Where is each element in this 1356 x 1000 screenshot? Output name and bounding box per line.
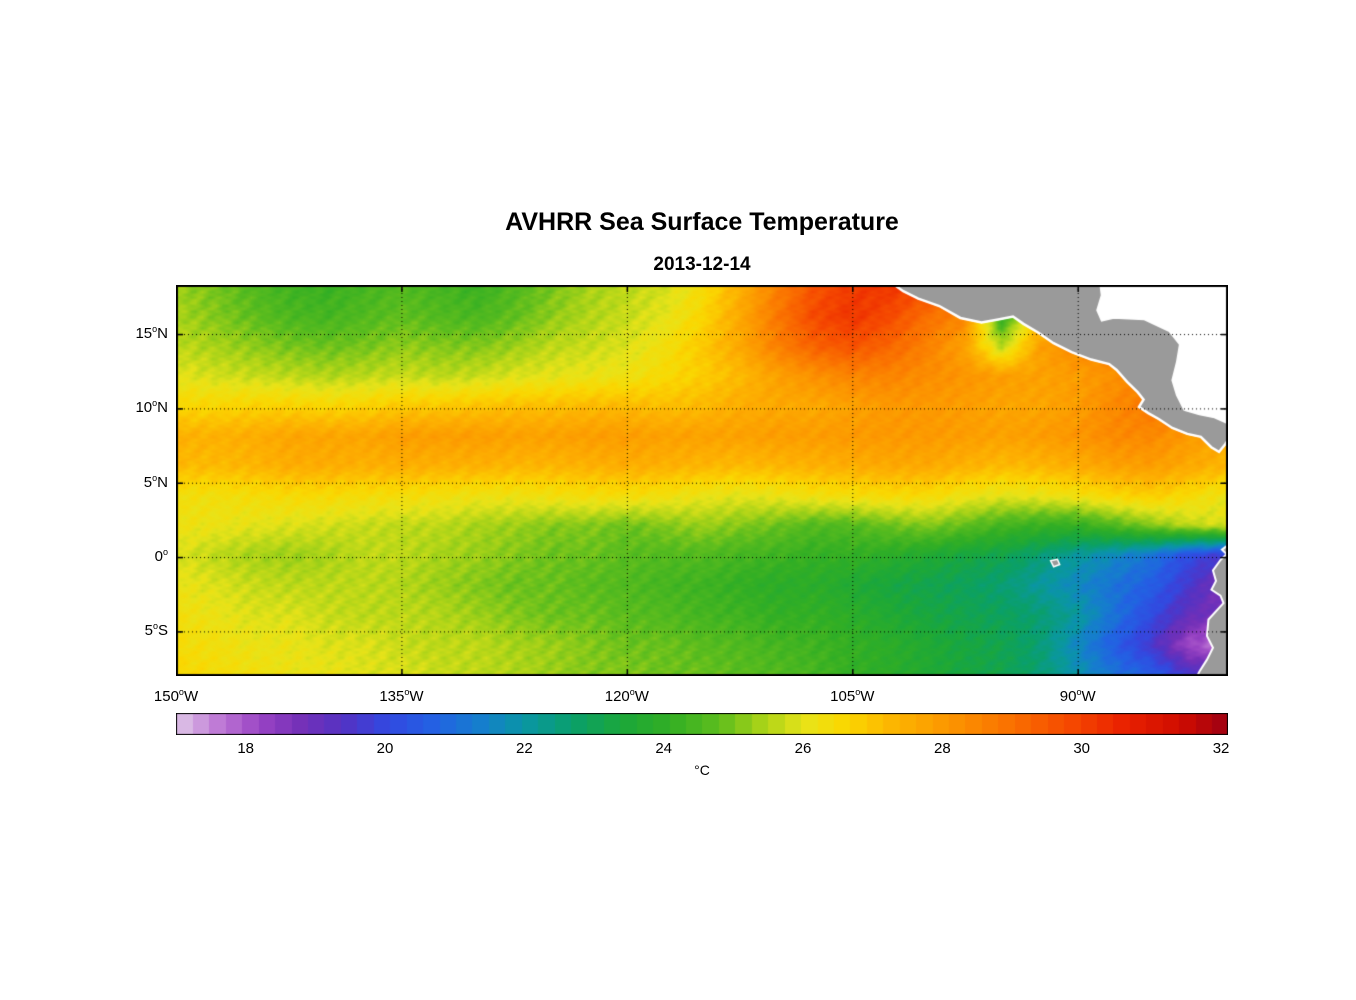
colorbar-tick-label: 30 (1073, 740, 1091, 757)
y-tick-label: 10oN (135, 398, 168, 417)
x-tick-label: 150oW (153, 687, 199, 706)
colorbar (176, 713, 1228, 735)
y-tick-label: 5oN (143, 472, 168, 491)
sst-map-plot (176, 285, 1228, 676)
y-tick-label: 0o (154, 547, 168, 566)
colorbar-tick-label: 24 (655, 740, 673, 757)
y-tick-label: 5oS (144, 621, 168, 640)
chart-title: AVHRR Sea Surface Temperature (505, 208, 899, 236)
colorbar-tick-label: 26 (794, 740, 812, 757)
sst-heatmap-canvas (176, 285, 1228, 676)
colorbar-tick-label: 18 (237, 740, 254, 757)
colorbar-tick-label: 22 (516, 740, 533, 757)
x-tick-label: 120oW (604, 687, 649, 706)
colorbar-tick-label: 32 (1212, 740, 1230, 757)
colorbar-tick-label: 20 (376, 740, 394, 757)
colorbar-label: °C (694, 762, 710, 778)
x-tick-label: 135oW (379, 687, 424, 706)
colorbar-canvas (176, 713, 1228, 735)
colorbar-tick-label: 28 (934, 740, 951, 757)
x-tick-label: 90oW (1059, 687, 1096, 706)
x-tick-label: 105oW (830, 687, 875, 706)
y-tick-label: 15oN (135, 324, 168, 343)
chart-subtitle: 2013-12-14 (653, 254, 751, 275)
